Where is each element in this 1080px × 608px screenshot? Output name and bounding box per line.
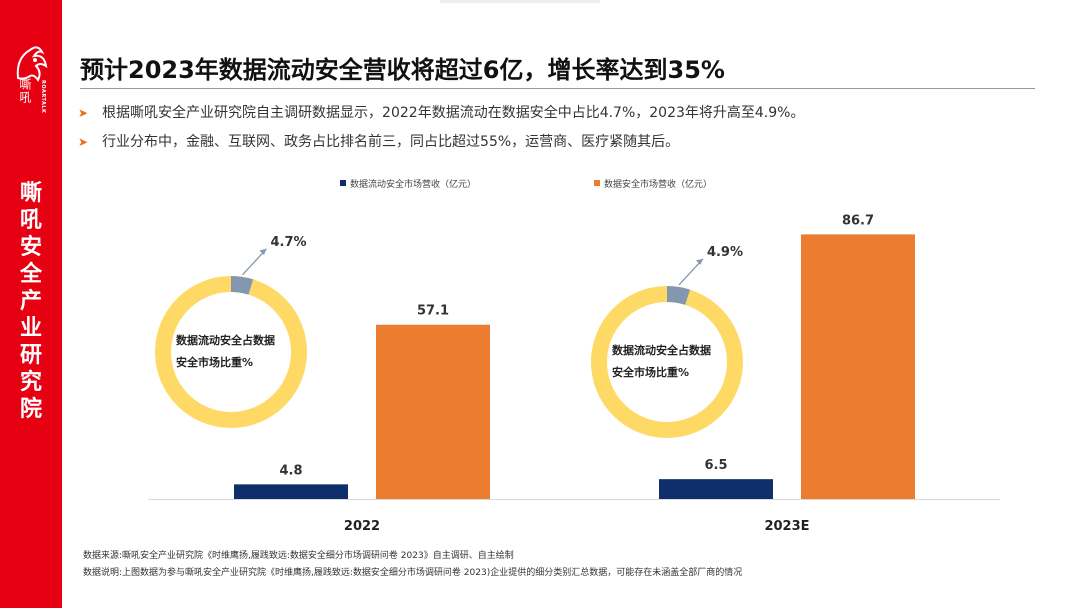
bar: [659, 479, 773, 499]
donut-center-label: 安全市场比重%: [176, 355, 253, 369]
data-source-note: 数据来源:嘶吼安全产业研究院《时维鹰扬,履践致远:数据安全细分市场调研问卷 20…: [83, 551, 514, 561]
bullet-text: 行业分布中，金融、互联网、政务占比排名前三，同占比超过55%，运营商、医疗紧随其…: [102, 134, 680, 150]
x-tick-label: 2022: [344, 519, 380, 534]
page-title: 预计2023年数据流动安全营收将超过6亿，增长率达到35%: [80, 56, 725, 84]
callout-arrowhead: [695, 258, 703, 265]
donut-slice: [591, 286, 743, 438]
donut-center-label: 数据流动安全占数据: [612, 343, 711, 357]
legend-label: 数据安全市场营收（亿元）: [604, 178, 712, 190]
bar-value-label: 86.7: [842, 213, 874, 228]
logo-chinese: 嘶吼: [18, 78, 32, 104]
bullet-arrow-icon: ➤: [78, 135, 89, 149]
title-divider: [80, 88, 1035, 89]
legend-swatch: [594, 180, 600, 186]
bullet-arrow-icon: ➤: [78, 106, 89, 120]
bar-value-label: 57.1: [417, 304, 449, 319]
data-description-note: 数据说明:上图数据为参与嘶吼安全产业研究院《时维鹰扬,履践致远:数据安全细分市场…: [83, 568, 743, 578]
legend-label: 数据流动安全市场营收（亿元）: [350, 178, 476, 190]
donut-slice: [155, 276, 307, 428]
callout-value-label: 4.9%: [707, 245, 743, 260]
donut-ring: [155, 276, 307, 428]
sidebar: 嘶吼 ROARTALK 嘶吼安全产业研究院: [0, 0, 62, 608]
bar: [234, 484, 348, 499]
logo-english: ROARTALK: [40, 80, 46, 114]
callout-arrowhead: [259, 248, 267, 255]
bullet-text: 根据嘶吼安全产业研究院自主调研数据显示，2022年数据流动在数据安全中占比4.7…: [102, 105, 805, 121]
bullet-item: ➤ 行业分布中，金融、互联网、政务占比排名前三，同占比超过55%，运营商、医疗紧随…: [78, 131, 679, 151]
donut-ring: [591, 286, 743, 438]
donut-center-label: 安全市场比重%: [612, 365, 689, 379]
sidebar-vertical-title: 嘶吼安全产业研究院: [19, 181, 42, 422]
bar: [376, 324, 490, 499]
bar-value-label: 4.8: [279, 463, 302, 478]
legend-swatch: [340, 180, 346, 186]
bar-value-label: 6.5: [704, 458, 727, 473]
x-tick-label: 2023E: [764, 519, 809, 534]
roartalk-logo-icon: [16, 46, 48, 82]
callout-value-label: 4.7%: [270, 235, 306, 250]
top-decor-bar: [440, 0, 600, 3]
bar: [801, 234, 915, 499]
bullet-item: ➤ 根据嘶吼安全产业研究院自主调研数据显示，2022年数据流动在数据安全中占比4.…: [78, 102, 804, 122]
donut-center-label: 数据流动安全占数据: [176, 333, 275, 347]
